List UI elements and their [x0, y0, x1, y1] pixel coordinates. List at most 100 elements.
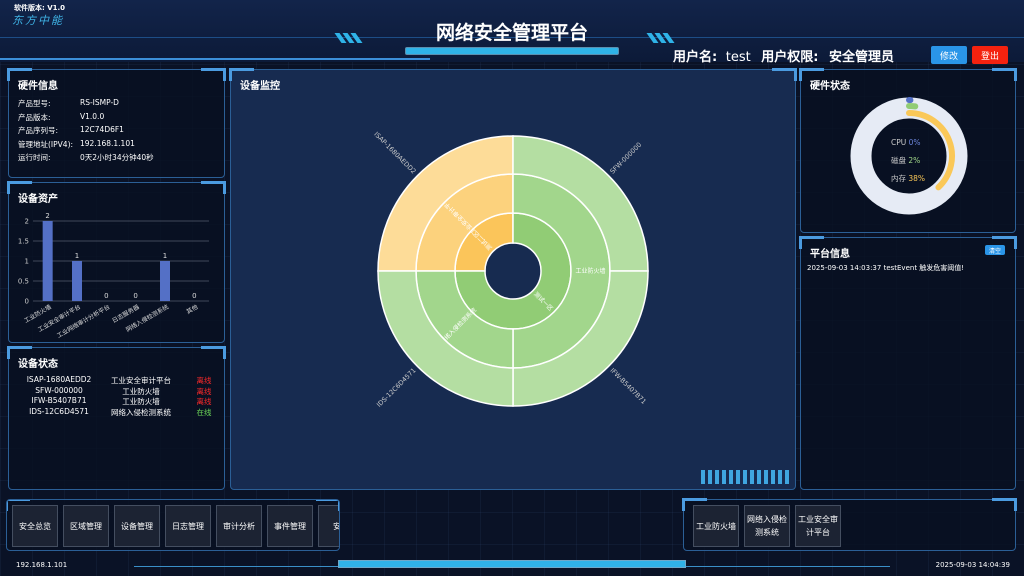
device-id: IDS-12C6D4571 [29, 406, 89, 416]
nav-button[interactable]: 区域管理 [63, 505, 109, 547]
hw-legend: CPU 0% 磁盘 2% 内存 38% [891, 134, 925, 188]
hw-info-row: 产品版本: V1.0.0 [18, 112, 104, 123]
device-status-badge: 离线 [196, 397, 212, 406]
username-label: 用户名: [673, 50, 718, 65]
cpu-value: 0% [908, 138, 921, 147]
role-label: 用户权限: [761, 50, 819, 65]
bar-value-label: 0 [133, 292, 137, 300]
nav-button[interactable]: 设备管理 [114, 505, 160, 547]
decor-bars [701, 470, 791, 484]
device-monitor-panel: 设备监控 测试二区 测试一区 工业安全审计平台 工业防火墙 网络入侵检测系统 ISAP-1… [229, 68, 797, 490]
hardware-radial-chart [850, 97, 968, 215]
nav-button[interactable]: 日志管理 [165, 505, 211, 547]
hw-info-row: 产品序列号: 12C74D6F1 [18, 125, 124, 136]
asset-bar-chart: 00.511.522工业防火墙1工业安全审计平台0工业网络审计分析平台0日志服务… [18, 212, 209, 340]
nav-button[interactable]: 事件管理 [267, 505, 313, 547]
footer-ip: 192.168.1.101 [16, 561, 68, 569]
hw-info-key: 产品序列号: [18, 126, 59, 135]
x-tick-label: 其他 [185, 303, 199, 316]
nav-device-button[interactable]: 网络入侵检测系统 [744, 505, 790, 547]
nav-button[interactable]: 审计分析 [216, 505, 262, 547]
hw-info-value: RS-ISMP-D [80, 98, 119, 107]
gauge-bar-2 [906, 110, 955, 191]
bar-value-label: 1 [75, 252, 79, 260]
nav-button[interactable]: 安全总览 [12, 505, 58, 547]
panel-title: 平台信息 [810, 249, 850, 260]
divider [0, 37, 1024, 38]
device-id: ISAP-1680AEDD2 [26, 375, 92, 384]
hardware-status-panel: 硬件状态 CPU 0% 磁盘 2% 内存 38% [799, 68, 1017, 233]
hw-info-value: 192.168.1.101 [80, 138, 135, 148]
sunburst-label: SFW-000000 [608, 141, 643, 176]
logo: 东方中能 [12, 14, 64, 27]
hardware-info-panel: 硬件信息 产品型号: RS-ISMP-D 产品版本: V1.0.0 产品序列号: 12C7… [7, 68, 226, 178]
y-tick-label: 0 [25, 298, 29, 306]
nav-device-button[interactable]: 工业安全审计平台 [795, 505, 841, 547]
device-type: 工业防火墙 [122, 397, 160, 406]
y-tick-label: 1 [25, 258, 29, 266]
device-type: 网络入侵检测系统 [111, 407, 171, 417]
sunburst-label: ISAP-1680AEDD2 [372, 130, 417, 175]
bar [72, 261, 82, 301]
device-sunburst-chart: 测试二区测试一区工业安全审计平台工业防火墙网络入侵检测系统ISAP-1680AE… [372, 130, 649, 409]
panel-title: 设备监控 [240, 81, 280, 92]
y-tick-label: 0.5 [18, 278, 29, 286]
title-decor-bar [405, 47, 619, 55]
page-title: 网络安全管理平台 [435, 22, 588, 44]
device-status-row: IDS-12C6D4571 网络入侵检测系统 在线 [19, 407, 219, 417]
hw-info-key: 运行时间: [18, 153, 51, 162]
sunburst-label: IDS-12C6D4571 [375, 366, 417, 408]
sunburst-segment[interactable] [377, 270, 514, 407]
hw-info-value: V1.0.0 [80, 111, 105, 121]
role: 安全管理员 [828, 50, 894, 65]
nav-button[interactable]: 安全 [318, 505, 339, 547]
sunburst-label: 工业防火墙 [575, 267, 605, 275]
bar-value-label: 0 [192, 292, 196, 300]
bar [160, 261, 170, 301]
y-tick-label: 1.5 [18, 238, 29, 246]
divider [0, 58, 430, 60]
panel-title: 设备状态 [18, 359, 58, 370]
disk-label: 磁盘 [891, 156, 906, 165]
bottom-nav-right: 工业防火墙 网络入侵检测系统 工业安全审计平台 [682, 498, 1017, 551]
edit-button[interactable]: 修改 [931, 46, 967, 64]
cpu-label: CPU [891, 138, 907, 147]
bar-value-label: 0 [104, 292, 108, 300]
logout-button[interactable]: 登出 [972, 46, 1008, 64]
y-tick-label: 2 [25, 218, 29, 226]
device-type: 工业防火墙 [122, 386, 160, 396]
device-type: 工业安全审计平台 [111, 376, 171, 385]
footer-bar [338, 560, 686, 568]
mem-label: 内存 [891, 174, 906, 183]
device-status-badge: 在线 [196, 407, 212, 417]
software-version: 软件版本: V1.0 [14, 4, 66, 12]
bar [42, 221, 53, 301]
device-id: SFW-000000 [35, 385, 83, 395]
device-status-row: IFW-B5407B71 工业防火墙 离线 [19, 396, 219, 406]
platform-info-panel: 平台信息 清空 2025-09-03 14:03:37 testEvent 触发… [799, 236, 1017, 490]
hw-info-row: 管理地址(IPV4): 192.168.1.101 [18, 139, 135, 150]
bar-value-label: 2 [45, 212, 49, 220]
disk-value: 2% [908, 156, 921, 165]
hw-info-value: 0天2小时34分钟40秒 [80, 153, 154, 162]
panel-title: 设备资产 [18, 194, 58, 205]
device-status-badge: 离线 [196, 376, 212, 385]
device-status-row: SFW-000000 工业防火墙 离线 [19, 386, 219, 396]
platform-message: 2025-09-03 14:03:37 testEvent 触发危害阈值! [807, 264, 965, 272]
panel-title: 硬件信息 [18, 81, 58, 92]
hw-info-key: 产品版本: [18, 112, 51, 122]
device-status-badge: 离线 [196, 386, 212, 396]
hw-info-key: 产品型号: [18, 99, 51, 108]
panel-title: 硬件状态 [810, 81, 850, 92]
device-status-row: ISAP-1680AEDD2 工业安全审计平台 离线 [19, 375, 219, 385]
hw-info-row: 运行时间: 0天2小时34分钟40秒 [18, 152, 154, 163]
hw-info-value: 12C74D6F1 [80, 125, 124, 134]
sunburst-label: IFW-B5407B71 [608, 366, 647, 405]
user-info: 用户名: test 用户权限: 安全管理员 [673, 46, 894, 65]
footer-time: 2025-09-03 14:04:39 [935, 561, 1010, 569]
clear-button[interactable]: 清空 [985, 245, 1005, 255]
mem-value: 38% [908, 174, 926, 183]
bottom-nav-left: 安全总览区域管理设备管理日志管理审计分析事件管理安全 [6, 499, 340, 551]
nav-device-button[interactable]: 工业防火墙 [693, 505, 739, 547]
hw-info-key: 管理地址(IPV4): [18, 139, 74, 149]
